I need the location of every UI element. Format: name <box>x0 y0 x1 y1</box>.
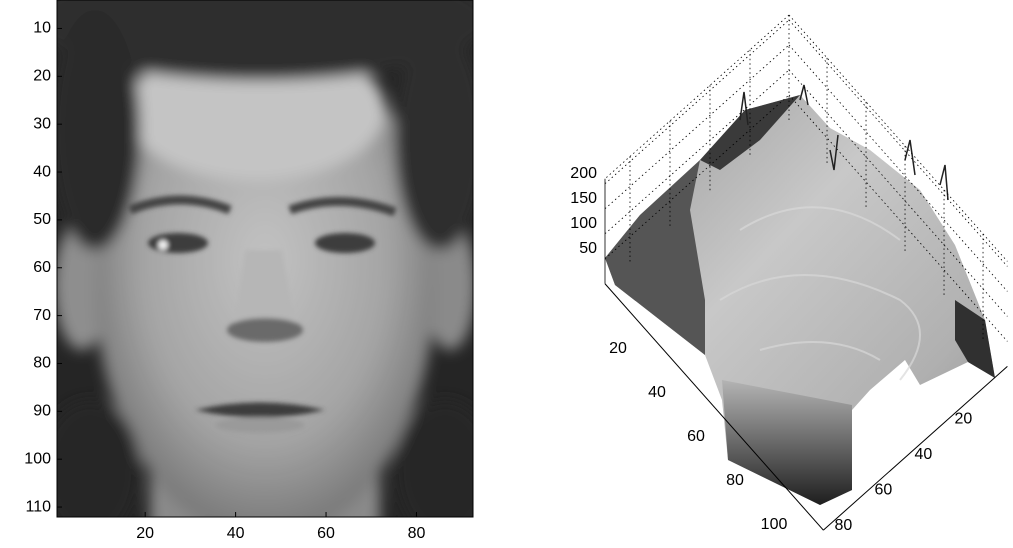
y-tick-label: 20 <box>609 340 627 357</box>
y-tick-label: 40 <box>648 384 666 401</box>
y-tick-label: 60 <box>687 428 705 445</box>
x-tick-label: 40 <box>227 525 245 542</box>
z-tick-label: 100 <box>570 215 597 232</box>
y-tick-label: 20 <box>33 68 51 85</box>
y-tick-label: 30 <box>33 115 51 132</box>
y-tick-label: 40 <box>33 163 51 180</box>
z-tick-label: 200 <box>570 165 597 182</box>
x-tick-label: 40 <box>915 446 933 463</box>
x-tick-label: 60 <box>875 482 893 499</box>
image <box>30 0 495 540</box>
y-tick-label: 100 <box>761 516 788 533</box>
y-tick-label: 80 <box>726 472 744 489</box>
y-tick-label: 10 <box>33 20 51 37</box>
x-tick-label: 80 <box>835 517 853 534</box>
surface <box>605 85 995 505</box>
y-tick-label: 110 <box>25 498 51 515</box>
z-tick-label: 50 <box>579 240 597 257</box>
z-tick-label: 150 <box>570 190 597 207</box>
x-tick-label: 80 <box>408 525 426 542</box>
y-tick-label: 60 <box>33 259 51 276</box>
x-tick-label: 60 <box>317 525 335 542</box>
figure: 10 20 30 40 50 60 70 80 90 100 110 20 40 60 80 50 100 150… <box>0 0 1013 548</box>
y-tick-label: 70 <box>33 307 51 324</box>
y-tick-label: 90 <box>33 403 51 420</box>
y-tick-label: 80 <box>33 355 51 372</box>
x-tick-label: 20 <box>136 525 154 542</box>
y-tick-label: 50 <box>33 211 51 228</box>
x-tick-label: 20 <box>955 410 973 427</box>
y-tick-label: 100 <box>24 450 51 467</box>
